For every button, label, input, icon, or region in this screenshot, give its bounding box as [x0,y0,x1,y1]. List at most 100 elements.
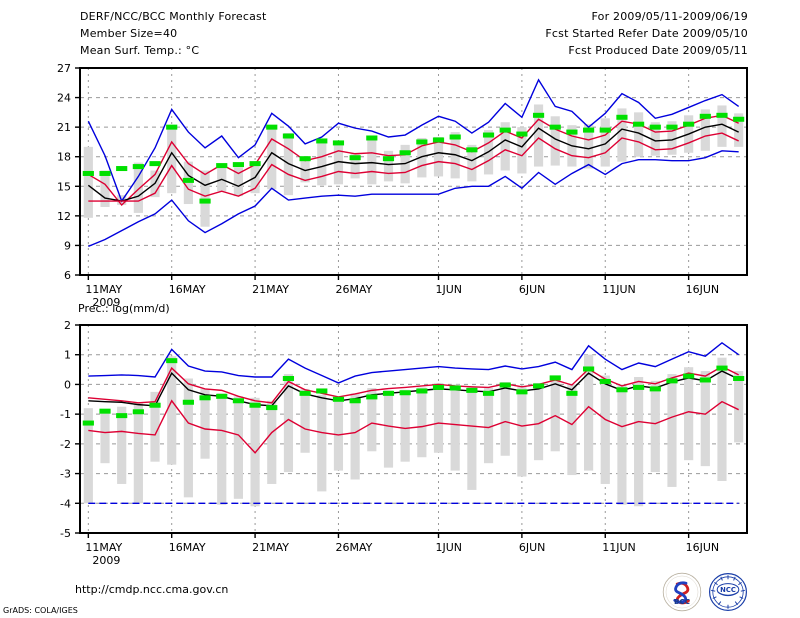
ensemble-spread-bar [734,113,744,147]
ensemble-spread-bar [734,371,744,443]
ensemble-spread-bar [600,375,610,484]
observation-marker [499,127,511,133]
ensemble-spread-bar [217,164,227,192]
observation-marker [716,112,728,118]
x-tick-label: 11MAY [85,541,122,554]
y-tick-label: 6 [64,269,71,282]
ensemble-spread-bar [717,105,727,147]
observation-marker [549,375,561,381]
ensemble-spread-bar [283,374,294,473]
x-tick-label: 6JUN [519,283,546,296]
ensemble-spread-bar [117,406,127,484]
observation-marker [532,112,545,118]
forecast-produced-label: Fcst Produced Date 2009/05/11 [568,44,748,57]
observation-marker [182,177,194,183]
observation-marker [716,365,728,371]
y-tick-label: 27 [57,62,71,75]
observation-marker [249,402,261,408]
observation-marker [82,170,94,176]
ensemble-spread-bar [100,170,110,207]
observation-marker [566,390,578,396]
observation-marker [249,161,261,167]
ensemble-spread-bar [667,121,677,155]
observation-marker [399,150,411,156]
observation-marker [733,375,745,381]
grads-credit: GrADS: COLA/IGES [3,606,78,615]
observation-marker [282,375,295,381]
logo-group: BCC NCC [662,572,748,612]
observation-marker [349,398,361,404]
observation-marker [99,170,111,176]
ensemble-spread-bar [400,389,410,462]
ensemble-spread-bar [500,382,510,456]
series-line-max [88,341,740,384]
observation-marker [316,388,328,394]
ensemble-spread-bar [300,388,310,453]
forecast-range-label: For 2009/05/11-2009/06/19 [591,10,748,23]
y-tick-label: 0 [64,378,71,391]
observation-marker [149,161,161,167]
chart-panel-1: -5 -4 -3 -2 -1 0 1 2 11MAY 16MAY 21MAY 26MAY 1JUN 6JU… [60,319,748,567]
ensemble-spread-bar [617,108,627,162]
observation-marker [733,116,745,122]
ensemble-spread-bar [333,140,344,185]
y-tick-label: -2 [60,438,71,451]
x-tick-label: 11JUN [602,283,636,296]
observation-marker [633,384,645,390]
ensemble-spread-bar [417,387,427,458]
observation-marker [566,129,578,135]
observation-marker [633,121,645,127]
ensemble-spread-bar [133,402,143,504]
observation-marker [432,384,445,390]
ensemble-spread-bar [684,367,694,461]
observation-marker [649,386,661,392]
observation-marker [149,402,161,408]
ensemble-spread-bar [584,124,594,169]
ensemble-spread-bar [467,387,477,490]
ensemble-spread-bar [150,391,160,462]
observation-marker [466,387,478,393]
ensemble-spread-bar [700,371,710,467]
observation-marker [116,166,128,172]
observation-marker [199,395,211,401]
observation-marker [266,405,278,411]
ensemble-spread-bar [367,136,377,185]
ensemble-spread-bar [350,393,360,480]
x-tick-label: 26MAY [335,541,372,554]
ncc-logo-text: NCC [720,586,736,594]
ensemble-spread-bar [517,385,527,477]
ensemble-spread-bar [533,382,544,461]
observation-marker [332,396,345,402]
observation-marker [399,390,411,396]
ensemble-spread-bar [500,122,510,171]
ensemble-spread-bar [550,116,560,166]
observation-marker [499,382,511,388]
observation-marker [266,124,278,130]
ensemble-spread-bar [467,144,477,182]
observation-marker [232,162,244,168]
ensemble-spread-bar [267,400,277,484]
ensemble-spread-bar [650,380,660,473]
series-line-lower_quartile [88,399,739,454]
observation-marker [382,390,395,396]
ensemble-spread-bar [333,397,344,471]
ensemble-spread-bar [133,162,143,213]
precip-panel-label: Prec.: log(mm/d) [78,302,170,315]
y-tick-label: 18 [57,151,71,164]
observation-marker [132,164,144,170]
ncc-logo-icon: NCC [709,573,747,611]
y-tick-label: -1 [60,408,71,421]
series-line-mean [87,123,739,202]
observation-marker [466,147,478,153]
observation-marker [166,124,178,130]
ensemble-spread-bar [100,409,110,464]
series-line-upper_quartile [88,365,739,404]
observation-marker [316,138,328,144]
y-tick-label: 21 [57,121,71,134]
observation-marker [199,198,211,204]
website-url[interactable]: http://cmdp.ncc.cma.gov.cn [75,583,229,596]
ensemble-spread-bar [317,394,327,492]
observation-marker [532,383,545,389]
bcc-logo-text: BCC [674,597,690,606]
